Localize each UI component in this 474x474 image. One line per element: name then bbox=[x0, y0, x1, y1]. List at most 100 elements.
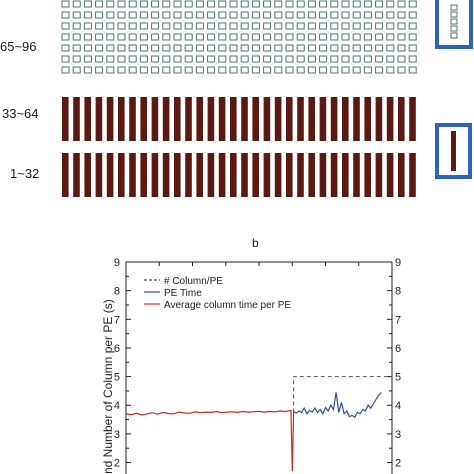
inset-filled-cell bbox=[451, 131, 456, 171]
y-tick-label: 6 bbox=[114, 343, 120, 355]
outline-cell bbox=[240, 33, 249, 41]
filled-cell bbox=[207, 153, 215, 197]
outline-cell bbox=[296, 11, 305, 19]
outline-cell bbox=[162, 33, 171, 41]
y-tick-label: 4 bbox=[114, 400, 120, 412]
outline-cell bbox=[375, 0, 384, 8]
panel-a-grid bbox=[61, 0, 473, 197]
y-tick-label-right: 4 bbox=[395, 400, 401, 412]
row-label-33-64: 33~64 bbox=[2, 106, 39, 121]
outline-cell bbox=[408, 44, 417, 52]
outline-cell bbox=[139, 33, 148, 41]
outline-cell bbox=[72, 55, 81, 63]
outline-cell bbox=[229, 33, 238, 41]
filled-cell bbox=[409, 153, 416, 197]
outline-cell bbox=[341, 22, 350, 30]
outline-cell bbox=[195, 44, 204, 52]
outline-cell bbox=[408, 0, 417, 8]
filled-cell bbox=[185, 97, 192, 141]
y-tick-label-right: 7 bbox=[395, 314, 401, 326]
outline-cell bbox=[207, 33, 216, 41]
outline-cell bbox=[319, 33, 328, 41]
outline-cell bbox=[285, 66, 294, 74]
outline-cell bbox=[307, 22, 316, 30]
filled-cell bbox=[106, 97, 114, 141]
outline-cell bbox=[229, 11, 238, 19]
filled-cell bbox=[308, 97, 315, 141]
outline-cell bbox=[162, 22, 171, 30]
outline-cell bbox=[274, 11, 283, 19]
outline-cell bbox=[184, 0, 193, 8]
outline-cell bbox=[106, 33, 115, 41]
outline-cell bbox=[240, 11, 249, 19]
y-tick-label: 5 bbox=[114, 372, 120, 384]
outline-cell bbox=[263, 66, 272, 74]
filled-cell bbox=[319, 97, 327, 141]
outline-cell bbox=[408, 22, 417, 30]
outline-cell bbox=[296, 66, 305, 74]
filled-cell bbox=[241, 97, 248, 141]
outline-cell bbox=[207, 44, 216, 52]
outline-cell bbox=[162, 66, 171, 74]
filled-cell bbox=[241, 153, 248, 197]
outline-cell bbox=[207, 11, 216, 19]
outline-cell bbox=[386, 44, 395, 52]
outline-cell bbox=[408, 55, 417, 63]
outline-cell bbox=[386, 66, 395, 74]
outline-cell bbox=[330, 22, 339, 30]
filled-cell bbox=[129, 153, 136, 197]
outline-cell bbox=[95, 0, 104, 8]
inset-outline-cell bbox=[450, 25, 458, 32]
outline-cell bbox=[195, 0, 204, 8]
outline-cell bbox=[72, 33, 81, 41]
outline-cell bbox=[151, 0, 160, 8]
outline-cell bbox=[307, 0, 316, 8]
series-line-2 bbox=[125, 409, 295, 472]
outline-cell bbox=[83, 55, 92, 63]
outline-cell bbox=[352, 22, 361, 30]
outline-cell bbox=[330, 44, 339, 52]
outline-cell bbox=[386, 22, 395, 30]
outline-cell bbox=[95, 55, 104, 63]
outline-cell bbox=[386, 11, 395, 19]
filled-cell bbox=[218, 97, 226, 141]
panel-b-label: b bbox=[252, 236, 259, 250]
outline-cell bbox=[106, 0, 115, 8]
outline-cell bbox=[285, 44, 294, 52]
filled-cell bbox=[95, 153, 103, 197]
outline-cell bbox=[151, 33, 160, 41]
outline-cell bbox=[240, 55, 249, 63]
outline-cell bbox=[251, 66, 260, 74]
outline-cell bbox=[128, 11, 137, 19]
outline-cell bbox=[128, 0, 137, 8]
outline-cell bbox=[330, 33, 339, 41]
outline-cell bbox=[184, 11, 193, 19]
outline-cell bbox=[184, 55, 193, 63]
filled-cell bbox=[118, 97, 125, 141]
filled-cell bbox=[286, 97, 293, 141]
y-tick-label-right: 6 bbox=[395, 343, 401, 355]
outline-cell bbox=[274, 0, 283, 8]
outline-cell bbox=[106, 11, 115, 19]
filled-cell bbox=[196, 97, 203, 141]
outline-cell bbox=[251, 55, 260, 63]
filled-cell bbox=[353, 153, 360, 197]
outline-cell bbox=[285, 11, 294, 19]
row-label-1-32: 1~32 bbox=[10, 166, 40, 181]
outline-cell bbox=[117, 22, 126, 30]
outline-cell bbox=[195, 11, 204, 19]
outline-cell bbox=[218, 66, 227, 74]
outline-cell bbox=[139, 55, 148, 63]
outline-cell bbox=[341, 55, 350, 63]
y-axis-label: and Number of Column per PE (s) bbox=[101, 299, 115, 474]
outline-cell bbox=[319, 44, 328, 52]
inset-outline-cell bbox=[450, 32, 458, 39]
outline-cell bbox=[128, 44, 137, 52]
outline-cell bbox=[408, 66, 417, 74]
filled-cell bbox=[398, 97, 405, 141]
filled-cell bbox=[174, 153, 181, 197]
inset-frame-outline-pe bbox=[435, 0, 473, 49]
filled-cell bbox=[364, 153, 371, 197]
filled-cell bbox=[73, 153, 80, 197]
